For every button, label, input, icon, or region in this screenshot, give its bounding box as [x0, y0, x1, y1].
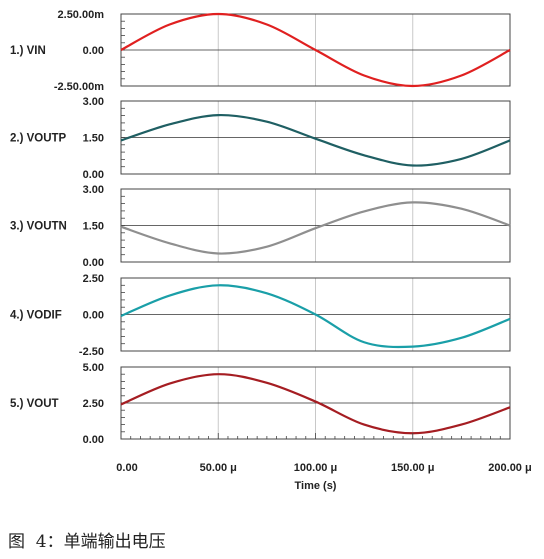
series-line-5 — [120, 373, 511, 435]
y-tick-label: -2.50.00m — [54, 81, 104, 93]
x-tick-label: 50.00 μ — [200, 462, 237, 474]
panel-label: 3.) VOUTN — [10, 221, 67, 233]
y-tick-label: 3.00 — [83, 184, 104, 196]
panel-label: 2.) VOUTP — [10, 133, 67, 145]
y-tick-label: 0.00 — [83, 434, 104, 446]
y-tick-label: 3.00 — [83, 96, 104, 108]
y-tick-label: 5.00 — [83, 362, 104, 374]
y-tick-label: 2.50.00m — [58, 9, 105, 21]
series-line-3 — [120, 201, 511, 255]
panel-label: 1.) VIN — [10, 45, 46, 57]
series-line-1 — [120, 12, 511, 88]
series-line-2 — [120, 114, 511, 167]
x-tick-label: 0.00 — [116, 462, 137, 474]
series-line-4 — [120, 284, 511, 349]
y-tick-label: 1.50 — [83, 133, 104, 145]
y-tick-label: 1.50 — [83, 221, 104, 233]
y-tick-label: 0.00 — [83, 310, 104, 322]
y-tick-label: 0.00 — [83, 45, 104, 57]
y-tick-label: 2.50 — [83, 398, 104, 410]
x-tick-label: 200.00 μ — [488, 462, 531, 474]
y-tick-label: 0.00 — [83, 257, 104, 269]
chart-figure: -2.50.00m 0.00 2.50.00m 1.) VIN 0.00 1.50 3.00… — [10, 9, 532, 492]
panel-label: 5.) VOUT — [10, 398, 59, 410]
y-tick-label: 2.50 — [83, 273, 104, 285]
y-tick-label: -2.50 — [79, 346, 104, 358]
x-tick-label: 100.00 μ — [294, 462, 337, 474]
panel-label: 4.) VODIF — [10, 310, 62, 322]
figure-caption: 图 4：单端输出电压 — [8, 532, 166, 552]
x-tick-label: 150.00 μ — [391, 462, 434, 474]
x-axis-label: Time (s) — [295, 480, 337, 492]
y-tick-label: 0.00 — [83, 169, 104, 181]
